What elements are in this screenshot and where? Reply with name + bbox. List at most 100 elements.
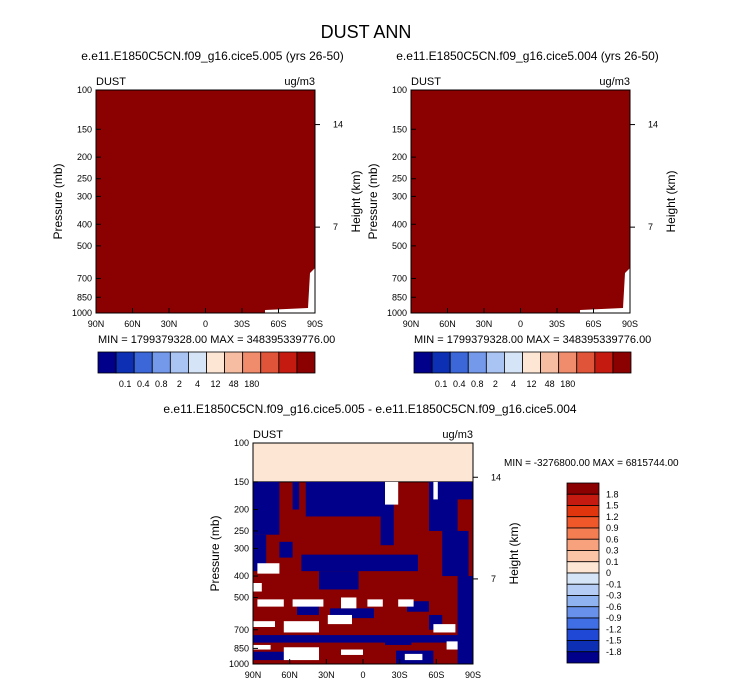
field-neg-patch xyxy=(429,481,458,531)
panel-left-label: DUST xyxy=(96,76,126,88)
field-neg-patch xyxy=(253,651,293,661)
colorbar-label: 0.1 xyxy=(435,379,448,389)
colorbar-label: 2 xyxy=(177,379,182,389)
colorbar-swatch xyxy=(188,351,207,374)
y-right-tick-label: 14 xyxy=(333,120,343,130)
colorbar-swatch xyxy=(522,351,541,374)
x-tick-label: 30S xyxy=(234,319,250,329)
y-right-tick-label: 14 xyxy=(491,472,501,482)
x-tick-label: 30S xyxy=(392,670,408,680)
panel-title: e.e11.E1850C5CN.f09_g16.cice5.005 (yrs 2… xyxy=(81,49,344,63)
field-neg-patch xyxy=(292,481,300,510)
x-tick-label: 60N xyxy=(439,319,456,329)
y-tick-label: 300 xyxy=(392,191,407,201)
colorbar-label: 0.1 xyxy=(119,379,132,389)
x-tick-label: 60S xyxy=(585,319,601,329)
colorbar-swatch xyxy=(296,351,316,374)
field-zero-patch xyxy=(283,621,319,633)
x-tick-label: 90N xyxy=(403,319,420,329)
field-zero-patch xyxy=(283,647,319,661)
y-axis-label: Pressure (mb) xyxy=(51,163,65,239)
panel-left-label: DUST xyxy=(253,429,283,441)
field-area xyxy=(411,90,630,313)
x-tick-label: 30N xyxy=(318,670,335,680)
colorbar-swatch xyxy=(612,351,632,374)
field-zero-patch xyxy=(257,599,284,607)
field-fill xyxy=(411,90,630,313)
colorbar-swatch xyxy=(260,351,280,374)
min-max-text: MIN = -3276800.00 MAX = 6815744.00 xyxy=(504,458,679,469)
field-zero-patch xyxy=(446,641,458,650)
field-zero-patch xyxy=(253,621,275,627)
panel-right-label: ug/m3 xyxy=(599,76,630,88)
colorbar-label: -1.2 xyxy=(606,624,622,634)
y-tick-label: 250 xyxy=(77,174,92,184)
x-tick-label: 0 xyxy=(203,319,208,329)
y-right-axis-label: Height (km) xyxy=(349,170,363,232)
colorbar-swatch xyxy=(133,351,153,374)
y-tick-label: 250 xyxy=(234,526,249,536)
y-tick-label: 500 xyxy=(77,241,92,251)
field-zero-patch xyxy=(398,599,414,607)
field-neg-patch xyxy=(305,481,385,517)
y-tick-label: 850 xyxy=(234,643,249,653)
y-tick-label: 500 xyxy=(392,241,407,251)
colorbar-swatch xyxy=(115,351,135,374)
colorbar-swatch xyxy=(566,505,600,518)
x-tick-label: 90S xyxy=(307,319,323,329)
field-neg-patch xyxy=(455,481,473,500)
colorbar-swatch xyxy=(206,351,225,374)
y-tick-label: 400 xyxy=(77,219,92,229)
x-tick-label: 90S xyxy=(465,670,481,680)
y-tick-label: 100 xyxy=(392,85,407,95)
colorbar-label: 12 xyxy=(527,379,537,389)
y-right-tick-label: 7 xyxy=(333,222,338,232)
colorbar-swatch xyxy=(566,550,600,563)
colorbar-swatch xyxy=(485,351,505,374)
colorbar-swatch xyxy=(278,351,298,374)
field-fill xyxy=(96,90,315,313)
colorbar-swatch xyxy=(566,561,600,574)
y-right-axis-label: Height (km) xyxy=(507,522,521,584)
field-zero-band xyxy=(253,443,473,482)
field-zero-patch xyxy=(341,597,357,609)
x-tick-label: 60N xyxy=(124,319,141,329)
colorbar-swatch xyxy=(540,351,560,374)
colorbar-swatch xyxy=(151,351,171,374)
colorbar-swatch xyxy=(566,628,600,641)
colorbar-label: 0.6 xyxy=(606,534,619,544)
y-tick-label: 200 xyxy=(77,152,92,162)
colorbar-label: -0.9 xyxy=(606,613,622,623)
y-tick-label: 200 xyxy=(234,505,249,515)
field-neg-patch xyxy=(442,530,469,577)
field-zero-patch xyxy=(367,599,383,607)
x-tick-label: 0 xyxy=(360,670,365,680)
colorbar-label: 1.2 xyxy=(606,512,619,522)
colorbar-swatch xyxy=(566,640,600,653)
x-tick-label: 90N xyxy=(88,319,105,329)
field-neg-patch xyxy=(301,554,418,572)
y-axis-label: Pressure (mb) xyxy=(366,163,380,239)
colorbar-label: 0.4 xyxy=(137,379,150,389)
colorbar-label: 4 xyxy=(511,379,516,389)
colorbar-swatch xyxy=(467,351,487,374)
y-tick-label: 150 xyxy=(234,477,249,487)
colorbar-swatch xyxy=(566,572,600,585)
y-tick-label: 1000 xyxy=(72,308,92,318)
colorbar-label: 0 xyxy=(606,568,611,578)
x-tick-label: 60S xyxy=(270,319,286,329)
colorbar-swatch xyxy=(566,606,600,619)
field-neg-patch xyxy=(253,635,473,643)
field-zero-patch xyxy=(292,599,324,607)
colorbar-label: -0.6 xyxy=(606,602,622,612)
y-tick-label: 100 xyxy=(77,85,92,95)
x-tick-label: 60S xyxy=(428,670,444,680)
y-tick-label: 300 xyxy=(77,191,92,201)
y-tick-label: 850 xyxy=(77,292,92,302)
colorbar-label: 180 xyxy=(244,379,259,389)
field-neg-patch xyxy=(407,601,429,612)
colorbar-label: 1.8 xyxy=(606,489,619,499)
colorbar-label: 0.1 xyxy=(606,557,619,567)
y-tick-label: 700 xyxy=(77,273,92,283)
